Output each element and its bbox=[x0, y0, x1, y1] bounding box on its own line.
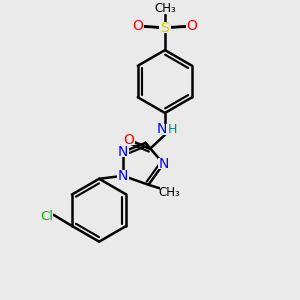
Bar bbox=[40, 211, 53, 222]
Text: O: O bbox=[187, 19, 197, 33]
Text: O: O bbox=[133, 19, 143, 33]
Text: N: N bbox=[118, 145, 128, 159]
Bar bbox=[117, 170, 129, 181]
Text: Cl: Cl bbox=[40, 210, 53, 223]
Bar bbox=[117, 146, 129, 157]
Bar bbox=[160, 187, 178, 198]
Bar bbox=[123, 134, 135, 145]
Bar bbox=[186, 21, 198, 32]
Text: O: O bbox=[124, 133, 134, 147]
Text: N: N bbox=[158, 157, 169, 171]
Text: S: S bbox=[160, 21, 169, 35]
Bar bbox=[159, 22, 171, 33]
Bar bbox=[157, 3, 173, 13]
Bar bbox=[158, 158, 169, 169]
Bar bbox=[156, 124, 174, 135]
Text: N: N bbox=[118, 169, 128, 183]
Text: CH₃: CH₃ bbox=[158, 186, 180, 199]
Text: H: H bbox=[168, 123, 177, 136]
Bar bbox=[132, 21, 144, 32]
Text: N: N bbox=[157, 122, 167, 136]
Text: CH₃: CH₃ bbox=[154, 2, 176, 15]
